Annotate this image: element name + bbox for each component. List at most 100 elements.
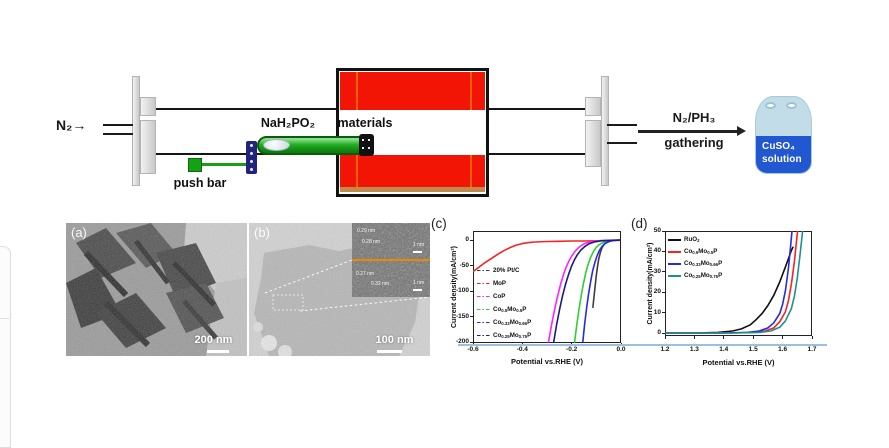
y-tick-label: 0 [657, 329, 661, 336]
x-tick-mark [811, 336, 813, 339]
y-tick-label: -200 [455, 338, 469, 345]
lattice-spacing-label: 0.29 nm [357, 228, 376, 234]
reagent-powder [263, 139, 290, 151]
cropped-side-panel [0, 246, 11, 448]
series-curve-co0-25mo0-75p [665, 231, 804, 334]
furnace-heater-bottom [340, 155, 485, 188]
y-tick-mark [470, 341, 473, 343]
panel-b-label: (b) [254, 225, 270, 240]
tem-image-a: (a) 200 nm [66, 223, 247, 356]
series-curve-co0-5mo0-5p [573, 239, 621, 343]
y-tick-label: 10 [653, 308, 661, 316]
y-tick-label: 40 [653, 247, 661, 255]
panel-a-label: (a) [71, 225, 87, 240]
right-arrow-icon: → [72, 117, 87, 133]
bottle-label-line1: CuSO₄ [762, 141, 796, 152]
x-axis-label-d: Potential vs.RHE (V) [702, 358, 775, 367]
lattice-spacing-label: 0.28 nm [362, 239, 381, 245]
materials-holder [359, 134, 374, 156]
oer-polarization-chart: (d) Current density(mA/cm²) Potential vs… [628, 214, 833, 372]
inset-scale-bar [413, 289, 422, 291]
scale-bar-b [377, 350, 402, 353]
n2-inlet-label: N₂→ [56, 117, 86, 133]
inset-divider-line [352, 259, 433, 261]
heater-coil-line [470, 155, 472, 188]
y-tick-mark [662, 271, 665, 273]
x-tick-label: 1.2 [660, 346, 670, 353]
x-tick-label: 1.5 [748, 346, 758, 353]
furnace-tray [340, 187, 485, 192]
hrtem-inset: 0.29 nm 0.28 nm 0.27 nm 0.32 nm 1 nm 1 n… [352, 223, 433, 297]
materials-label: materials [337, 116, 393, 130]
legend-item-co0-5mo0-5p: Co0.5Mo0.5P [477, 303, 531, 316]
outlet-pipe [607, 142, 637, 144]
y-tick-label: 20 [653, 288, 661, 296]
y-tick-mark [662, 291, 665, 293]
lattice-spacing-label: 0.27 nm [356, 271, 375, 277]
legend-marker [668, 251, 681, 253]
push-bar-rod [202, 163, 248, 166]
right-flange-upper-block [585, 97, 601, 116]
gathering-label: gathering [664, 135, 724, 150]
legend-marker [477, 334, 490, 337]
y-tick-mark [470, 239, 473, 241]
legend-item-co0-33mo0-66p: Co0.33Mo0.66P [477, 316, 531, 329]
outlet-pipe [607, 124, 637, 126]
legend-label: Co0.5Mo0.5P [684, 248, 718, 256]
scale-bar-text-a: 200 nm [194, 334, 233, 346]
legend-c: 20% Pt/C MoP CoP Co0.5Mo0.5P Co0.33Mo0.66P Co… [477, 264, 531, 342]
legend-item-co0-33mo0-66p: Co0.33Mo0.66P [668, 258, 722, 270]
n2-inlet-pipe [103, 133, 133, 135]
right-flange-plate [601, 76, 609, 186]
x-tick-label: 1.7 [807, 346, 817, 353]
x-tick-label: -0.4 [516, 346, 528, 353]
plot-area-d [665, 231, 804, 334]
x-tick-mark [723, 336, 725, 339]
y-tick-label: -150 [455, 312, 469, 320]
n2-inlet-pipe [103, 124, 133, 126]
left-flange-upper-block [140, 97, 156, 116]
y-tick-label: 30 [653, 267, 661, 275]
scale-bar-text-b: 100 nm [375, 334, 414, 346]
legend-item-mop: MoP [477, 277, 531, 290]
legend-marker [668, 239, 681, 241]
her-polarization-chart: (c) Current density(mA/cm²) Potential vs… [430, 214, 642, 372]
cuso4-bottle: CuSO₄ solution [755, 96, 812, 174]
bottle-cap-hole [786, 102, 797, 109]
y-tick-label: -100 [455, 287, 469, 294]
x-tick-label: -0.2 [566, 346, 578, 353]
legend-marker [477, 308, 490, 311]
tem-image-b: (b) 100 nm 0.29 nm 0.28 nm 0.27 nm 0.32 … [249, 223, 435, 356]
legend-label: Co0.25Mo0.75P [493, 331, 532, 340]
heater-coil-line [470, 72, 472, 110]
legend-marker [477, 295, 490, 298]
x-tick-label: 0.0 [616, 346, 626, 353]
figure-underline [458, 344, 827, 346]
y-tick-label: -50 [459, 261, 469, 269]
legend-label: MoP [493, 280, 507, 287]
plot-frame-c [473, 231, 621, 343]
x-tick-label: -0.6 [467, 346, 479, 353]
series-curve-mop [473, 239, 621, 273]
heater-coil-line [356, 155, 358, 188]
plot-frame-d [665, 231, 812, 336]
legend-label: CoP [493, 293, 506, 300]
panel-c-label: (c) [431, 216, 447, 231]
push-bar-label: push bar [173, 176, 227, 190]
y-tick-mark [662, 312, 665, 314]
plot-area-c [473, 239, 621, 343]
y-tick-mark [470, 265, 473, 266]
x-tick-mark [664, 336, 666, 339]
x-tick-label: 1.4 [719, 346, 729, 353]
furnace-heater-top [340, 72, 485, 110]
x-tick-label: 1.3 [689, 346, 699, 353]
legend-item-co0-25mo0-75p: Co0.25Mo0.75P [668, 270, 722, 282]
lattice-spacing-label: 0.32 nm [371, 281, 390, 287]
y-tick-mark [470, 290, 473, 292]
legend-marker [477, 321, 490, 324]
y-tick-mark [662, 230, 665, 232]
legend-d: RuO2 Co0.5Mo0.5P Co0.33Mo0.66P Co0.25Mo0.75… [668, 234, 722, 282]
series-curve-co0-33mo0-66p [582, 239, 621, 343]
reagent-label: NaH₂PO₂ [260, 116, 316, 130]
furnace-schematic: N₂→ NaH₂PO₂ materials push bar N₂/PH₃ ga… [0, 0, 889, 210]
